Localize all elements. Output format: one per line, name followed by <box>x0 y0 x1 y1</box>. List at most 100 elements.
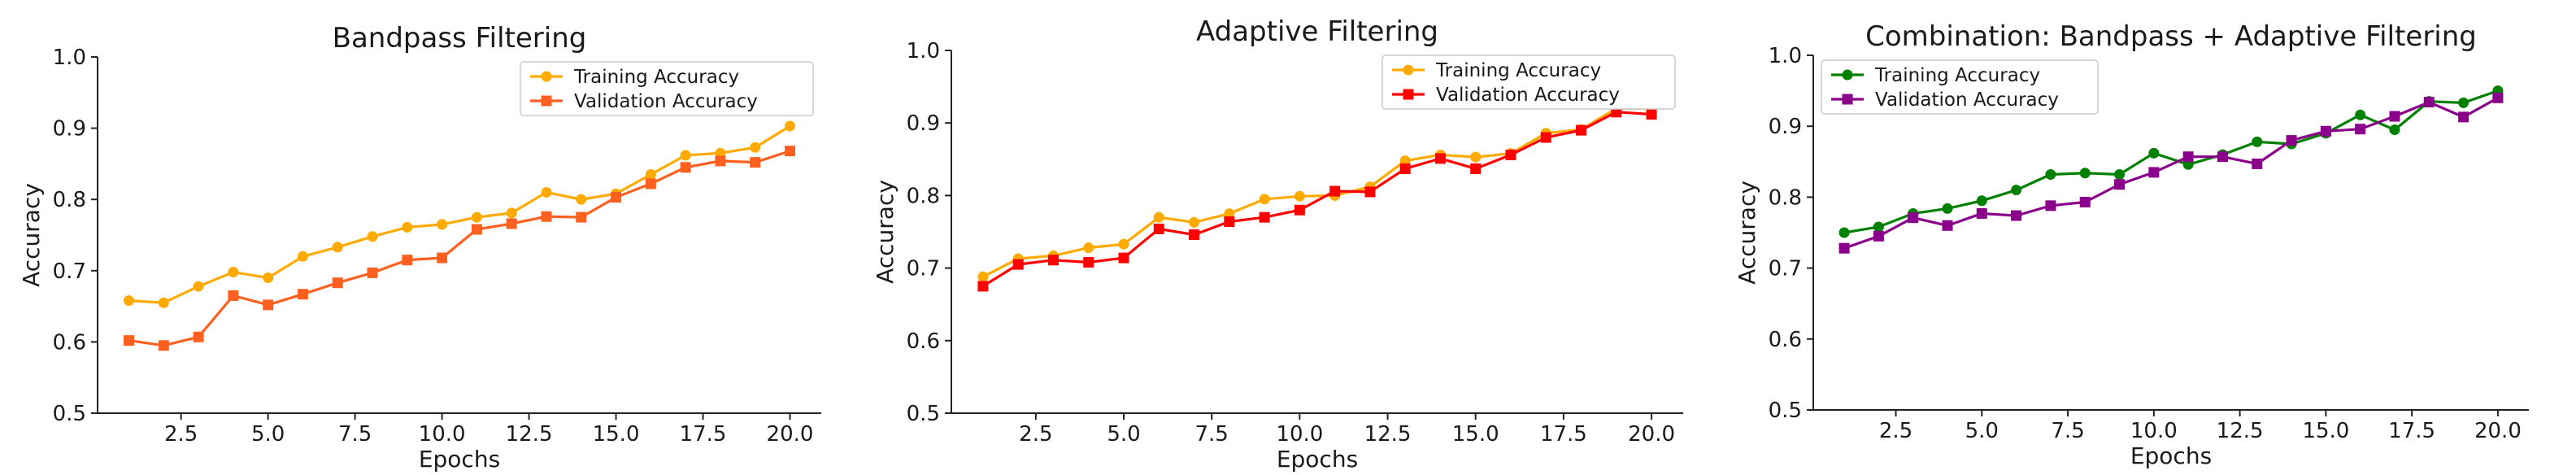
y-tick-label: 0.6 <box>907 329 940 354</box>
legend-label: Validation Accuracy <box>1436 85 1620 106</box>
data-point <box>1838 227 1850 238</box>
data-point <box>297 251 308 262</box>
y-tick-label: 1.0 <box>907 39 940 63</box>
data-point <box>332 242 343 253</box>
data-point <box>680 162 691 173</box>
x-tick-label: 12.5 <box>1364 422 1412 447</box>
y-tick-label: 0.7 <box>1769 257 1802 281</box>
x-tick-label: 2.5 <box>1019 422 1052 447</box>
y-tick-label: 0.9 <box>1769 115 1802 139</box>
legend: Training Accuracy Validation Accuracy <box>1821 59 2099 115</box>
data-point <box>158 297 169 308</box>
data-point <box>1329 185 1341 197</box>
data-point <box>750 157 761 168</box>
data-point <box>784 146 795 157</box>
x-tick-label: 20.0 <box>767 422 814 447</box>
x-tick-label: 10.0 <box>2130 419 2178 443</box>
y-tick-label: 0.8 <box>907 184 940 208</box>
data-point <box>1153 223 1164 234</box>
legend-label: Training Accuracy <box>1435 60 1601 81</box>
data-point <box>1646 108 1657 120</box>
data-point <box>2355 124 2366 135</box>
series-line <box>128 150 790 347</box>
data-point <box>1364 186 1376 198</box>
x-tick-label: 17.5 <box>1540 422 1587 447</box>
legend-marker <box>1842 69 1853 81</box>
x-axis-label: Epochs <box>1277 446 1358 473</box>
data-point <box>645 178 656 190</box>
x-tick-label: 20.0 <box>1628 422 1675 447</box>
data-point <box>2114 179 2126 190</box>
data-point <box>402 221 413 233</box>
x-tick-label: 5.0 <box>251 422 285 447</box>
data-point <box>2148 167 2160 178</box>
y-axis-label: Accuracy <box>872 180 899 284</box>
data-point <box>228 290 239 301</box>
y-tick-label: 1.0 <box>53 46 86 70</box>
data-point <box>2011 210 2022 221</box>
data-point <box>977 271 989 282</box>
data-point <box>124 335 135 346</box>
data-point <box>1083 242 1094 254</box>
series-validation <box>124 146 795 351</box>
series-line <box>128 124 791 304</box>
data-point <box>263 272 274 284</box>
x-tick-label: 15.0 <box>593 422 640 447</box>
data-point <box>437 252 448 264</box>
y-tick-label: 0.5 <box>1769 399 1802 423</box>
series-line <box>982 107 1652 278</box>
x-tick-label: 12.5 <box>2217 419 2264 443</box>
data-point <box>2492 92 2504 103</box>
data-point <box>193 331 204 342</box>
data-point <box>1399 155 1411 167</box>
y-axis-label: Accuracy <box>1734 181 1760 285</box>
data-point <box>2011 185 2022 196</box>
y-tick-label: 0.6 <box>53 330 86 355</box>
y-tick-label: 0.7 <box>53 259 86 284</box>
chart-title: Adaptive Filtering <box>1196 15 1438 48</box>
data-point <box>1153 211 1164 223</box>
x-tick-label: 15.0 <box>1452 422 1499 447</box>
data-point <box>1470 151 1482 163</box>
data-point <box>750 142 761 153</box>
x-tick-label: 5.0 <box>1107 422 1140 447</box>
x-tick-label: 20.0 <box>2474 419 2522 443</box>
chart-title: Combination: Bandpass + Adaptive Filteri… <box>1865 20 2477 53</box>
legend-label: Training Accuracy <box>573 67 739 88</box>
data-point <box>784 120 795 132</box>
data-point <box>506 218 517 229</box>
legend-box <box>520 61 814 116</box>
legend-marker <box>1842 94 1853 105</box>
data-point <box>471 211 482 223</box>
data-point <box>1908 212 1919 224</box>
data-point <box>680 150 691 161</box>
data-point <box>1047 255 1059 266</box>
chart-panel-3: Combination: Bandpass + Adaptive Filteri… <box>1734 20 2529 469</box>
y-tick-label: 0.9 <box>53 117 86 142</box>
legend-marker <box>1403 64 1414 76</box>
legend-marker <box>541 71 552 82</box>
data-point <box>1434 153 1446 164</box>
data-point <box>2217 151 2228 163</box>
x-tick-label: 10.0 <box>419 422 466 447</box>
series-validation <box>1838 92 2504 254</box>
data-point <box>158 340 169 351</box>
data-point <box>645 169 656 181</box>
data-point <box>576 194 587 205</box>
data-point <box>367 267 378 278</box>
x-tick-label: 17.5 <box>2388 419 2435 443</box>
x-tick-label: 10.0 <box>1276 422 1323 447</box>
data-point <box>1470 163 1482 174</box>
data-point <box>1873 230 1884 242</box>
y-axis-label: Accuracy <box>18 183 45 287</box>
y-tick-label: 1.0 <box>1769 44 1802 68</box>
data-point <box>2423 97 2435 108</box>
data-point <box>1873 221 1884 233</box>
data-point <box>2045 168 2056 180</box>
data-point <box>2182 151 2194 163</box>
x-tick-label: 5.0 <box>1965 419 1999 443</box>
data-point <box>1189 229 1200 241</box>
data-point <box>193 281 204 292</box>
data-point <box>2079 168 2091 179</box>
